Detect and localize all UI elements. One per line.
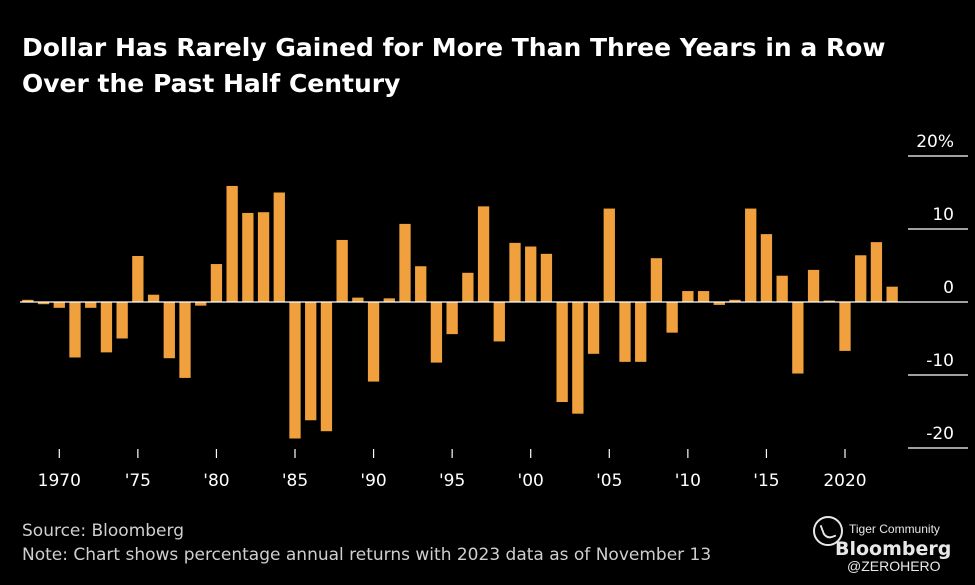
bar-1987	[320, 302, 333, 432]
bar-2006	[619, 302, 631, 362]
bar-1985	[289, 302, 301, 439]
chart-footer: Source: Bloomberg Note: Chart shows perc…	[22, 519, 711, 567]
community-label: Tiger Community	[849, 522, 940, 536]
x-tick-label-2020: 2020	[823, 471, 866, 491]
bar-1993	[415, 266, 427, 302]
bar-2019	[823, 300, 835, 302]
bar-1980	[210, 264, 223, 302]
bar-2010	[682, 291, 694, 302]
bar-1995	[446, 302, 458, 335]
bar-2016	[776, 275, 788, 302]
bar-1986	[305, 302, 317, 421]
x-tick-label-2015: '15	[753, 471, 779, 491]
bar-2003	[572, 302, 584, 414]
bloomberg-logo: Bloomberg	[835, 538, 952, 560]
x-tick-label-1970: 1970	[38, 471, 81, 491]
bar-2015	[760, 234, 773, 302]
watermark: Tiger Community Bloomberg @ZEROHERO	[813, 514, 953, 578]
bar-1973	[100, 302, 113, 353]
user-handle: @ZEROHERO	[847, 558, 941, 574]
source-text: Source: Bloomberg	[22, 521, 184, 541]
bar-1979	[195, 302, 207, 306]
bar-1998	[493, 302, 505, 342]
bar-1977	[163, 302, 175, 359]
bar-1971	[69, 302, 81, 358]
bar-1976	[147, 294, 160, 302]
bar-1970	[53, 302, 65, 308]
bar-2005	[603, 208, 615, 302]
bar-2004	[587, 302, 600, 354]
bar-1982	[242, 212, 254, 302]
y-tick-label-4: -20	[926, 424, 954, 444]
bar-1972	[85, 302, 97, 308]
bar-2012	[713, 302, 725, 305]
bar-2007	[635, 302, 647, 362]
bar-2017	[792, 302, 804, 374]
x-tick-label-2010: '10	[675, 471, 701, 491]
bar-1969	[37, 302, 50, 305]
bar-1984	[273, 192, 285, 302]
bar-2022	[870, 242, 883, 302]
bar-1999	[509, 242, 521, 302]
x-tick-label-2000: '00	[518, 471, 544, 491]
x-tick-label-1990: '90	[360, 471, 386, 491]
bar-2021	[855, 255, 867, 302]
y-tick-label-0: 20%	[916, 132, 954, 152]
bar-1990	[367, 302, 380, 382]
tiger-logo-icon	[813, 516, 843, 546]
x-tick-label-1985: '85	[282, 471, 308, 491]
chart-title-line-2: Over the Past Half Century	[22, 69, 401, 98]
note-text: Note: Chart shows percentage annual retu…	[22, 545, 712, 565]
bar-2002	[556, 302, 568, 403]
bar-2020	[839, 302, 851, 351]
bar-1974	[116, 302, 128, 339]
bar-2018	[807, 269, 820, 302]
y-tick-label-2: 0	[943, 278, 954, 298]
bar-1997	[477, 206, 490, 302]
bar-1975	[132, 256, 144, 302]
y-tick-label-1: 10	[932, 205, 954, 225]
bar-2013	[729, 299, 741, 302]
bar-2023	[886, 286, 898, 302]
bar-1989	[352, 297, 364, 302]
bar-1983	[257, 212, 270, 302]
y-tick-label-3: -10	[926, 351, 954, 371]
x-tick-label-2005: '05	[596, 471, 622, 491]
bar-2008	[650, 258, 663, 302]
bar-2014	[745, 208, 757, 302]
bar-2000	[525, 246, 537, 302]
bar-1992	[399, 223, 411, 302]
bar-1978	[179, 302, 191, 378]
bar-1994	[430, 302, 443, 363]
bar-2011	[697, 291, 710, 302]
x-tick-label-1980: '80	[203, 471, 229, 491]
bar-2001	[540, 253, 553, 302]
bar-1988	[336, 239, 348, 302]
chart-title-line-1: Dollar Has Rarely Gained for More Than T…	[22, 33, 886, 62]
chart-title: Dollar Has Rarely Gained for More Than T…	[22, 30, 952, 102]
x-tick-label-1975: '75	[125, 471, 151, 491]
x-tick-label-1995: '95	[439, 471, 465, 491]
bar-1981	[226, 185, 238, 302]
bar-1968	[22, 299, 34, 302]
bar-2009	[666, 302, 678, 333]
bar-1991	[383, 298, 395, 302]
bar-1996	[462, 272, 474, 302]
